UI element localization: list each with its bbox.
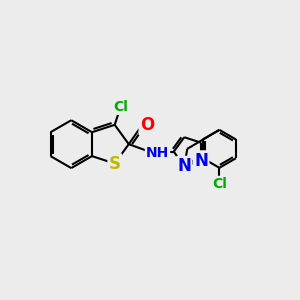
Text: O: O — [140, 116, 154, 134]
Text: NH: NH — [146, 146, 169, 160]
Text: N: N — [194, 152, 208, 169]
Text: Cl: Cl — [212, 177, 227, 191]
Text: Cl: Cl — [113, 100, 128, 114]
Text: N: N — [177, 157, 191, 175]
Text: S: S — [109, 154, 121, 172]
